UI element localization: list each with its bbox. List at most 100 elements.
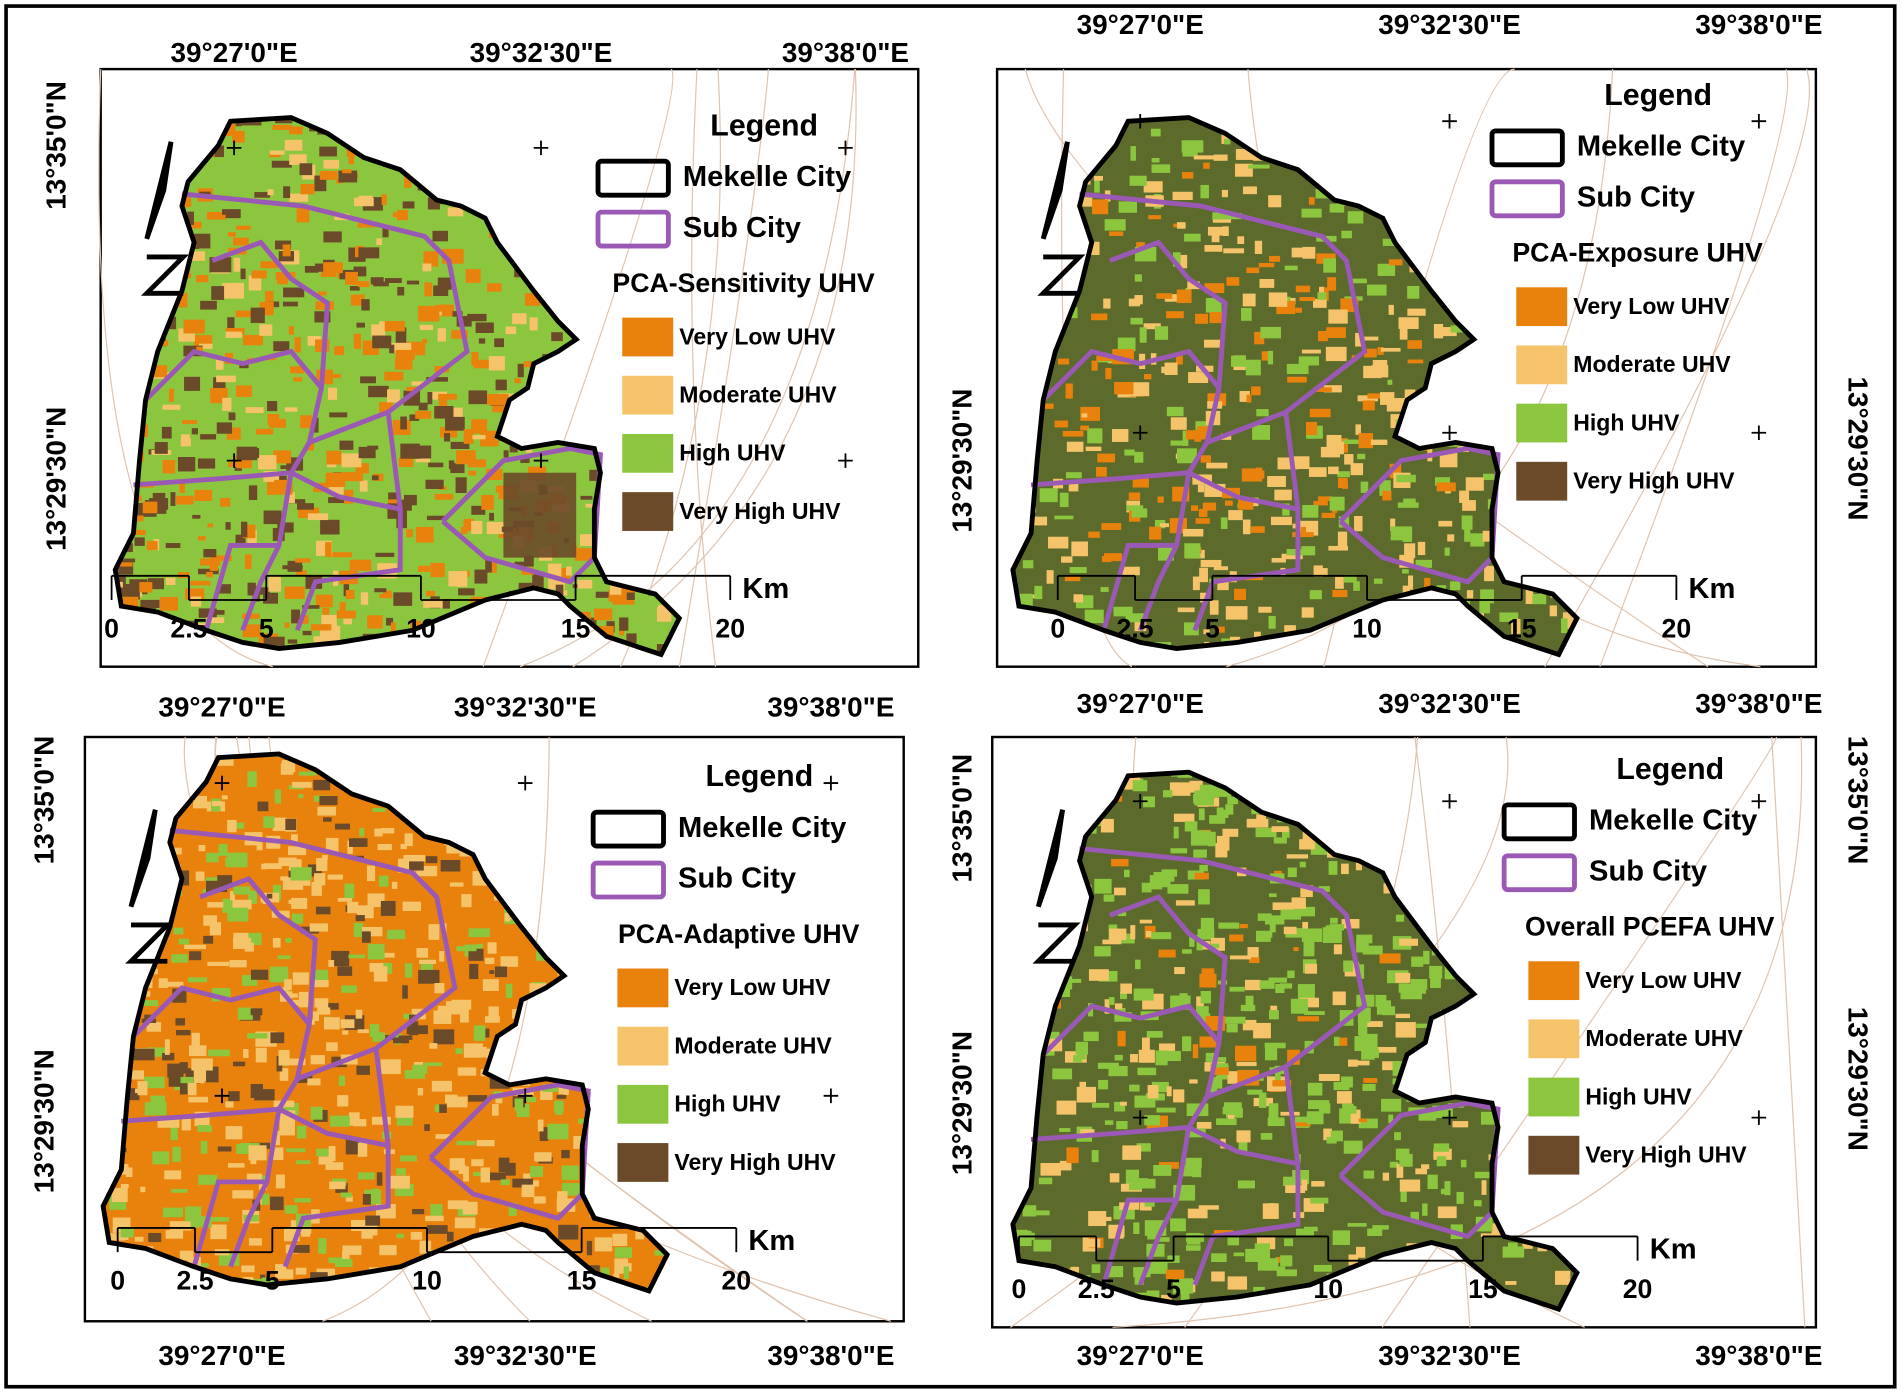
land-patch (1132, 1178, 1148, 1188)
land-patch (468, 390, 488, 405)
land-patch (614, 1247, 633, 1258)
land-patch (514, 561, 527, 566)
city-boundary (112, 115, 683, 658)
land-patch (504, 913, 511, 922)
land-patch (298, 991, 309, 1008)
land-patch (266, 893, 273, 899)
land-patch (203, 915, 218, 926)
land-patch (1333, 944, 1343, 955)
scale-label: 15 (1468, 1274, 1498, 1304)
land-patch (1206, 462, 1228, 469)
land-patch (468, 948, 484, 961)
land-patch (258, 455, 277, 470)
land-patch (577, 1118, 584, 1124)
land-patch (232, 899, 252, 910)
land-patch (1144, 1199, 1155, 1207)
land-patch (287, 560, 303, 572)
land-patch (476, 1139, 495, 1147)
land-patch (190, 580, 211, 586)
land-patch (417, 1088, 424, 1096)
land-patch (472, 435, 486, 440)
land-patch (450, 463, 465, 474)
land-patch (1398, 317, 1419, 329)
scale-label: 10 (1352, 613, 1382, 643)
land-patch (270, 1196, 284, 1211)
land-patch (233, 886, 251, 895)
land-patch (463, 518, 475, 532)
land-patch (232, 130, 245, 143)
land-patch (1444, 1181, 1451, 1196)
land-patch (372, 807, 386, 813)
land-patch (1048, 536, 1069, 549)
land-patch (561, 1149, 570, 1159)
land-patch (245, 407, 264, 414)
land-patch (467, 459, 487, 468)
land-patch (1291, 247, 1312, 258)
land-patch (198, 845, 206, 852)
legend-label: Sub City (1577, 181, 1696, 213)
land-patch (210, 1224, 227, 1240)
land-patch (284, 1205, 298, 1214)
land-patch (1287, 867, 1297, 878)
land-patch (442, 598, 450, 609)
land-patch (376, 1172, 383, 1186)
scale-unit: Km (742, 573, 789, 605)
land-patch (456, 1140, 476, 1146)
land-patch (326, 1042, 338, 1052)
land-patch (196, 346, 203, 352)
land-patch (1380, 347, 1401, 352)
land-patch (558, 1224, 579, 1240)
scale-label: 2.5 (1117, 613, 1154, 643)
land-patch (227, 819, 237, 833)
land-patch (272, 937, 281, 948)
land-patch (1251, 526, 1265, 533)
land-patch (313, 636, 326, 645)
land-patch (405, 860, 424, 871)
land-patch (1394, 1132, 1401, 1141)
land-patch (1234, 588, 1247, 601)
land-patch (241, 1265, 255, 1273)
land-patch (1091, 1150, 1099, 1163)
land-patch (471, 1159, 484, 1167)
legend-swatch (1501, 802, 1577, 842)
land-patch (1362, 945, 1383, 955)
land-patch (1323, 258, 1337, 273)
land-patch (1088, 1211, 1107, 1227)
land-patch (500, 956, 519, 967)
land-patch (198, 608, 217, 618)
land-patch (1185, 1157, 1202, 1168)
land-patch (485, 957, 495, 965)
land-patch (1363, 1170, 1375, 1179)
land-patch (1073, 594, 1084, 603)
land-patch (1215, 1075, 1223, 1089)
land-patch (256, 839, 263, 851)
land-patch (267, 189, 274, 196)
land-patch (1347, 1223, 1367, 1227)
land-patch (1225, 804, 1234, 815)
land-patch (257, 801, 269, 812)
land-patch (1100, 587, 1109, 592)
land-patch (1185, 1245, 1201, 1251)
land-patch (1282, 827, 1290, 838)
land-patch (1271, 557, 1286, 563)
land-patch (307, 336, 321, 346)
land-patch (1332, 589, 1348, 598)
land-patch (1172, 252, 1181, 267)
land-patch (1194, 872, 1209, 880)
land-patch (1069, 978, 1082, 983)
land-patch (1200, 991, 1212, 1004)
land-patch (1436, 1156, 1447, 1167)
land-patch (1132, 476, 1149, 488)
land-patch (1128, 382, 1150, 397)
land-patch (1436, 585, 1447, 589)
land-patch (537, 1119, 544, 1132)
land-patch (382, 227, 389, 238)
land-patch (1362, 400, 1375, 411)
land-patch (1175, 900, 1195, 906)
lon-label: 39°27'0"E (158, 691, 285, 722)
land-patch (292, 781, 312, 788)
land-patch (164, 981, 184, 987)
land-patch (1088, 531, 1100, 538)
land-patch (288, 326, 294, 335)
land-patch (357, 1029, 369, 1034)
